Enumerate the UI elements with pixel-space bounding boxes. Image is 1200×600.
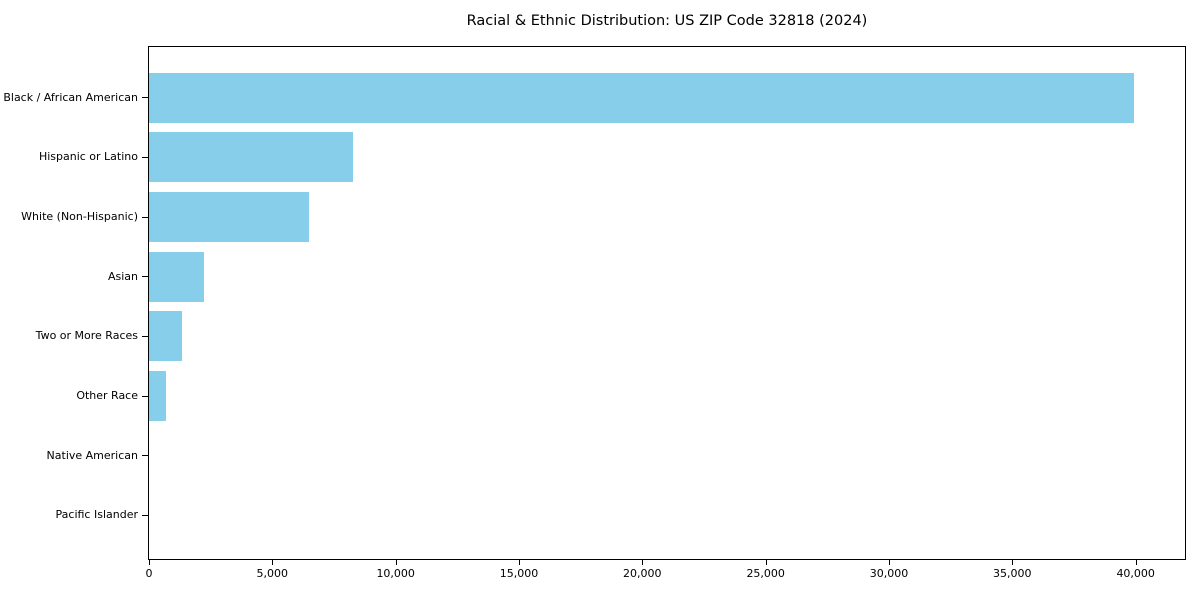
y-tick-label: Native American <box>46 448 138 462</box>
bar-asian <box>149 251 205 302</box>
x-tick-mark <box>395 560 397 565</box>
x-tick-label: 25,000 <box>746 567 785 580</box>
chart-title: Racial & Ethnic Distribution: US ZIP Cod… <box>466 13 868 29</box>
x-tick-mark <box>149 560 150 565</box>
y-tick-mark <box>142 335 148 337</box>
bar-hispanic-or-latino <box>149 132 353 183</box>
x-tick-label: 10,000 <box>376 567 415 580</box>
y-tick-mark <box>142 514 148 516</box>
y-tick-mark <box>142 276 148 278</box>
bar-black-african-american <box>149 72 1135 123</box>
x-tick-mark <box>519 560 520 565</box>
y-tick-label: Pacific Islander <box>55 508 138 522</box>
x-tick-mark <box>1135 560 1137 565</box>
x-tick-label: 5,000 <box>256 567 289 580</box>
x-tick-label: 0 <box>145 567 153 580</box>
bar-other-race <box>149 371 166 421</box>
x-tick-mark <box>1012 560 1014 565</box>
x-tick-mark <box>272 560 274 565</box>
y-tick-mark <box>142 216 148 218</box>
y-tick-label: Two or More Races <box>35 329 138 343</box>
plot-area <box>148 46 1186 560</box>
bar-two-or-more-races <box>149 311 183 362</box>
y-tick-label: Hispanic or Latino <box>38 150 138 164</box>
y-tick-mark <box>142 455 148 457</box>
x-tick-label: 15,000 <box>499 567 539 580</box>
y-tick-label: Other Race <box>76 389 138 402</box>
y-tick-label: Black / African American <box>3 90 138 104</box>
x-tick-mark <box>642 560 644 565</box>
bar-white-non-hispanic <box>149 192 310 242</box>
y-tick-mark <box>142 395 148 397</box>
x-tick-mark <box>889 560 890 565</box>
y-tick-mark <box>142 97 148 99</box>
y-tick-label: White (Non-Hispanic) <box>21 210 138 223</box>
x-tick-label: 30,000 <box>869 567 909 580</box>
x-tick-label: 35,000 <box>993 567 1032 580</box>
x-tick-mark <box>765 560 767 565</box>
x-tick-label: 20,000 <box>623 567 662 580</box>
y-tick-label: Asian <box>107 269 138 283</box>
x-tick-label: 40,000 <box>1116 567 1155 580</box>
y-tick-mark <box>142 156 148 158</box>
